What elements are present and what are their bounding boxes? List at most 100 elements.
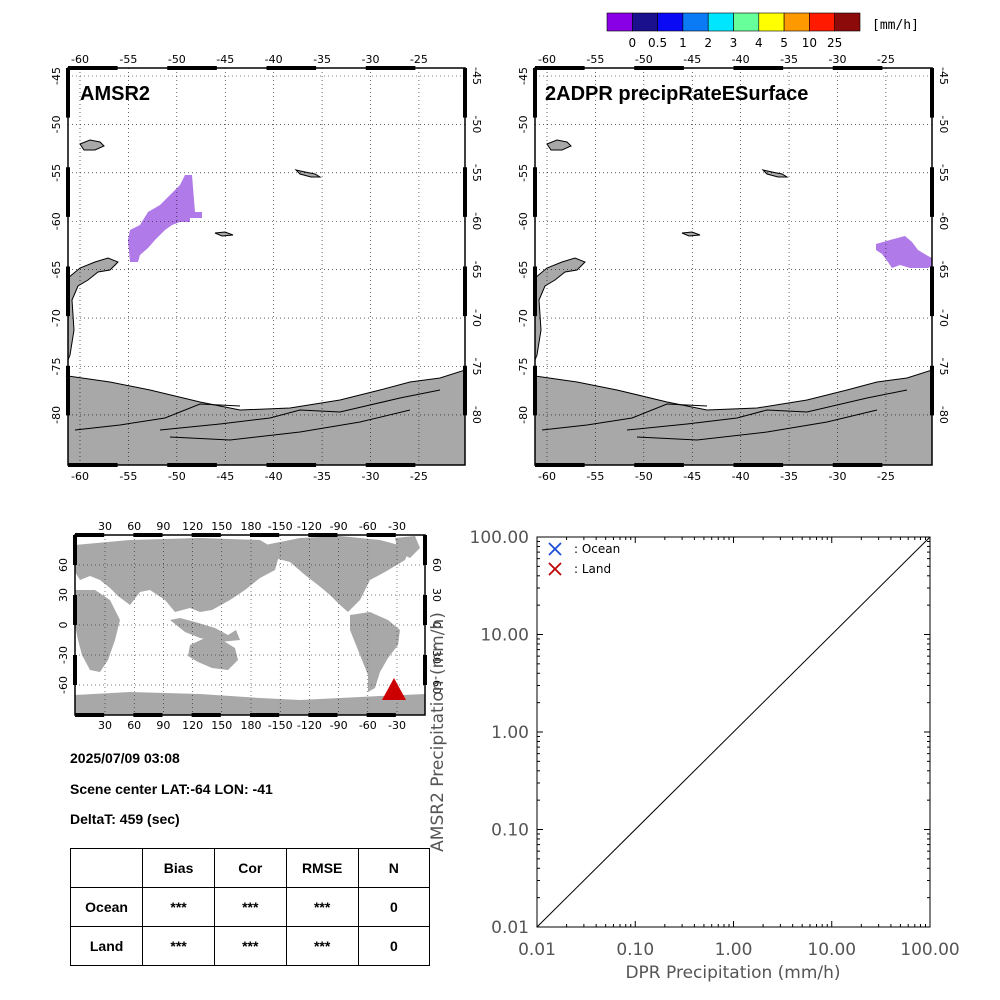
one-to-one-line <box>536 536 931 928</box>
right-lat-label: -80 <box>937 406 950 424</box>
colorbar-swatch <box>707 12 734 32</box>
left-lat-label: -70 <box>517 309 530 327</box>
top-lon-label: -35 <box>313 53 331 66</box>
right-lat-label: 30 <box>430 588 443 602</box>
bottom-lon-label: -60 <box>71 470 89 483</box>
dpr-precip-area <box>876 236 932 268</box>
top-lon-label: 180 <box>241 520 262 533</box>
dpr-panel-title: 2ADPR precipRateESurface <box>545 83 808 105</box>
table-cell: *** <box>142 887 215 927</box>
right-lat-label: -50 <box>470 115 483 133</box>
table-cell: *** <box>285 926 359 966</box>
colorbar-tick-label: 0.5 <box>648 36 667 50</box>
bottom-lon-label: -45 <box>683 470 701 483</box>
south-orkney-islands <box>214 231 234 237</box>
colorbar-tick-label: 5 <box>780 36 788 50</box>
colorbar-tick-label: 4 <box>755 36 763 50</box>
colorbar-swatch <box>809 12 836 32</box>
left-lat-label: -45 <box>517 67 530 85</box>
legend-marker <box>548 542 562 556</box>
south-orkney-islands <box>681 231 701 237</box>
colorbar-swatch <box>657 12 684 32</box>
top-lon-label: -150 <box>268 520 293 533</box>
ice-shelf-outline <box>74 389 441 441</box>
bottom-lon-label: 60 <box>127 719 141 732</box>
south-america-land <box>350 612 400 692</box>
right-lat-label: -60 <box>430 676 443 694</box>
table-cell: *** <box>213 926 287 966</box>
colorbar-swatch <box>631 12 658 32</box>
bottom-lon-label: 120 <box>182 719 203 732</box>
top-lon-label: -35 <box>780 53 798 66</box>
header-cell: N <box>357 848 431 888</box>
scatter-plot: 0.010.01 0.10 0.10 1.00 1.00 10.00 10.00 100.00… <box>428 528 960 983</box>
right-lat-label: -60 <box>470 212 483 230</box>
bottom-lon-label: -55 <box>119 470 137 483</box>
right-lat-label: -45 <box>937 67 950 85</box>
top-lon-label: 90 <box>156 520 170 533</box>
top-lon-label: -45 <box>216 53 234 66</box>
bottom-lon-label: -45 <box>216 470 234 483</box>
top-lon-label: -60 <box>538 53 556 66</box>
colorbar-tick-label: 25 <box>827 36 842 50</box>
right-lat-label: -80 <box>470 406 483 424</box>
left-lat-label: -65 <box>50 261 63 279</box>
bottom-lon-label: -60 <box>359 719 377 732</box>
bottom-lon-label: 150 <box>211 719 232 732</box>
falkland-islands <box>79 139 105 151</box>
top-lon-label: -40 <box>732 53 750 66</box>
right-lat-label: -70 <box>470 309 483 327</box>
bottom-lon-label: -35 <box>780 470 798 483</box>
eurasia-land <box>75 538 280 612</box>
left-lat-label: 0 <box>57 622 70 629</box>
table-cell: 0 <box>357 926 431 966</box>
table-cell: *** <box>285 887 359 927</box>
x-tick-label: 0.01 <box>518 940 556 960</box>
bottom-lon-label: 90 <box>156 719 170 732</box>
left-lat-label: -75 <box>517 358 530 376</box>
colorbar-tick-label: 1 <box>679 36 687 50</box>
antarctic-peninsula <box>534 257 586 361</box>
legend-label: : Ocean <box>574 542 620 556</box>
x-tick-label: 10.00 <box>807 940 856 960</box>
colorbar-unit: [mm/h] <box>872 18 919 33</box>
table-cell: *** <box>213 887 287 927</box>
africa-land <box>75 590 120 672</box>
right-lat-label: 60 <box>430 558 443 572</box>
amsr2-precip-area <box>128 175 202 262</box>
colorbar-swatch <box>783 12 810 32</box>
left-lat-label: 60 <box>57 558 70 572</box>
top-lon-label: -55 <box>586 53 604 66</box>
legend-label: : Land <box>574 562 611 576</box>
y-tick-label: 0.10 <box>491 821 529 841</box>
top-lon-label: -55 <box>119 53 137 66</box>
table-row: Ocean *** *** *** 0 <box>69 887 431 927</box>
right-lat-label: -30 <box>430 646 443 664</box>
scene-center: Scene center LAT:-64 LON: -41 <box>70 781 273 797</box>
header-cell: RMSE <box>285 848 359 888</box>
table-cell: 0 <box>357 887 431 927</box>
bottom-lon-label: 30 <box>98 719 112 732</box>
right-lat-label: -65 <box>470 261 483 279</box>
antarctica-land <box>75 692 425 715</box>
bottom-lon-label: -25 <box>877 470 895 483</box>
ice-shelf-outline <box>541 389 908 441</box>
legend-marker <box>548 562 562 576</box>
australia-land <box>188 638 238 670</box>
greenland-land <box>395 536 420 558</box>
table-header-row: Bias Cor RMSE N <box>69 848 431 888</box>
bottom-lon-label: -60 <box>538 470 556 483</box>
colorbar-swatch <box>606 12 633 32</box>
colorbar-swatch <box>682 12 709 32</box>
right-lat-label: -55 <box>470 164 483 182</box>
top-lon-label: 30 <box>98 520 112 533</box>
colorbar-tick-label: 10 <box>802 36 817 50</box>
dpr-map-panel: -60 -60 -55 -55 -50 -50 -45 -45 -40 -40 -35 -35 -30 -… <box>517 53 950 483</box>
statistics-table: Bias Cor RMSE N Ocean *** *** *** 0 Land… <box>69 848 431 966</box>
antarctic-peninsula <box>67 257 119 361</box>
bottom-lon-label: -30 <box>388 719 406 732</box>
amsr2-map-panel: -60 -60 -55 -55 -50 -50 -45 -45 -40 -40 -35 -35 -30 -… <box>50 53 483 483</box>
top-lon-label: -30 <box>388 520 406 533</box>
bottom-lon-label: -50 <box>168 470 186 483</box>
